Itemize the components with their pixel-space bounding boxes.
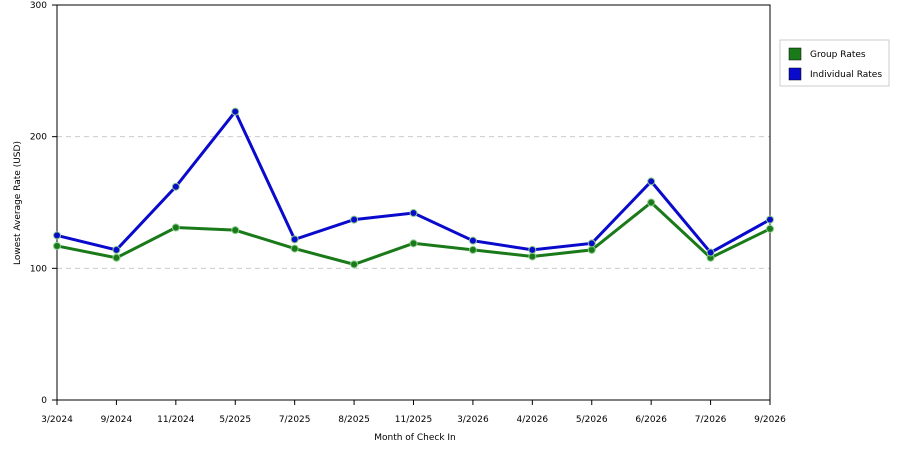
- x-tick-label: 7/2025: [279, 415, 311, 425]
- x-tick-label: 11/2025: [395, 415, 432, 425]
- x-tick-label: 9/2026: [754, 415, 786, 425]
- data-point: [231, 226, 240, 235]
- data-point: [53, 231, 61, 240]
- legend-swatch: [788, 67, 802, 81]
- y-tick-label: 0: [41, 396, 47, 406]
- data-point: [290, 244, 299, 253]
- data-point: [528, 252, 537, 261]
- y-tick-label: 100: [30, 264, 47, 274]
- data-point: [587, 245, 596, 254]
- data-point: [409, 239, 418, 248]
- data-point: [171, 182, 180, 191]
- legend-label: Group Rates: [810, 50, 866, 60]
- x-tick-label: 8/2025: [338, 415, 370, 425]
- data-point: [647, 198, 656, 207]
- x-tick-label: 9/2024: [101, 415, 133, 425]
- data-point: [350, 260, 359, 269]
- data-point: [587, 239, 596, 248]
- data-point: [706, 248, 715, 257]
- y-axis-label: Lowest Average Rate (USD): [13, 141, 23, 265]
- data-point: [350, 215, 359, 224]
- x-tick-label: 5/2026: [576, 415, 608, 425]
- data-point: [112, 253, 121, 262]
- series-line: [56, 108, 771, 255]
- x-tick-label: 11/2024: [157, 415, 195, 425]
- data-point: [766, 224, 774, 233]
- x-tick-label: 7/2026: [695, 415, 727, 425]
- data-point: [647, 177, 656, 186]
- x-axis-label: Month of Check In: [374, 433, 456, 443]
- data-point: [409, 209, 418, 218]
- x-tick-label: 3/2026: [457, 415, 489, 425]
- data-point: [171, 223, 180, 232]
- x-tick-label: 3/2024: [41, 415, 73, 425]
- y-tick-label: 200: [30, 133, 47, 143]
- data-point: [53, 241, 61, 250]
- data-point: [528, 245, 537, 254]
- x-tick-label: 6/2026: [635, 415, 667, 425]
- legend-swatch: [788, 47, 802, 61]
- data-point: [766, 215, 774, 224]
- data-point: [112, 245, 121, 254]
- y-tick-label: 300: [30, 1, 47, 11]
- data-point: [290, 235, 299, 244]
- data-point: [468, 245, 477, 254]
- data-point: [231, 107, 240, 116]
- x-tick-label: 4/2026: [516, 415, 548, 425]
- plot-frame: [56, 4, 771, 401]
- x-tick-label: 5/2025: [219, 415, 251, 425]
- data-point: [468, 236, 477, 245]
- legend-label: Individual Rates: [810, 70, 882, 80]
